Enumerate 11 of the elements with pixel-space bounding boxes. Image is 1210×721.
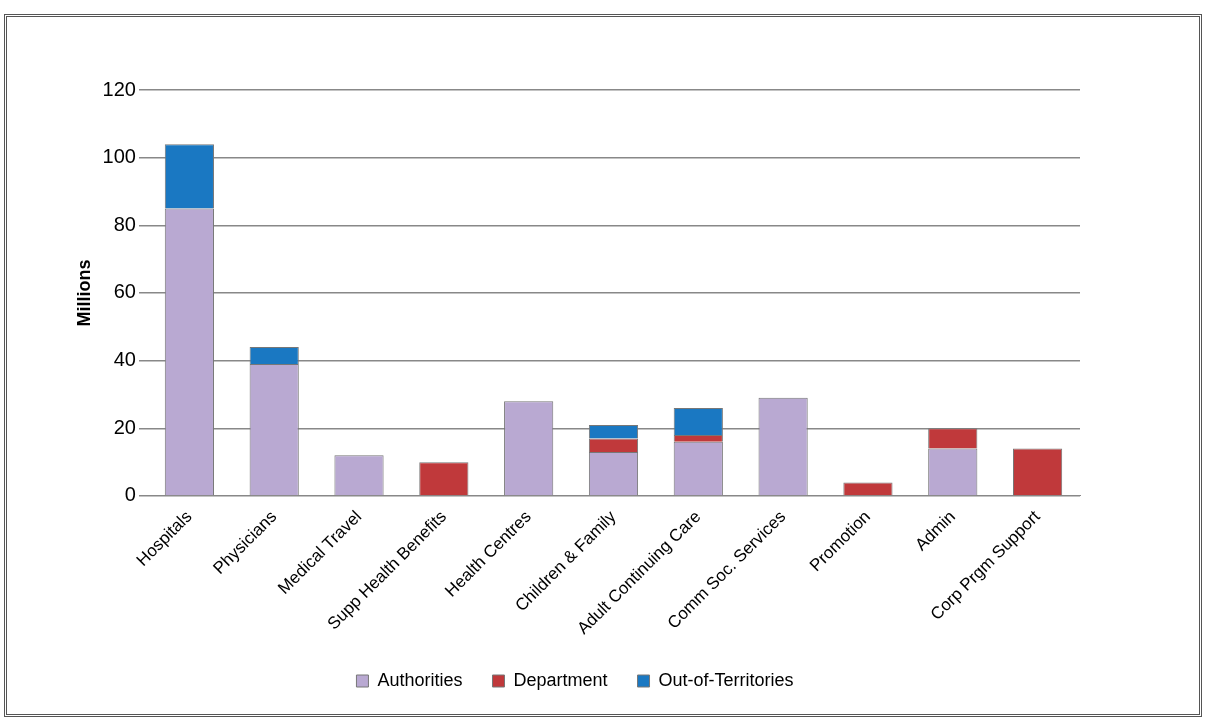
y-tick-label: 60 [113,280,136,303]
y-tick-label: 100 [102,145,136,168]
legend-label: Authorities [377,669,463,690]
y-axis-title: Millions [73,259,94,327]
legend-label: Department [513,669,608,690]
y-tick-label: 40 [113,348,136,371]
y-tick-label: 0 [124,483,136,506]
y-tick-label: 80 [113,212,136,235]
y-tick-label: 120 [102,77,136,100]
y-tick-label: 20 [113,415,136,438]
legend-label: Out-of-Territories [658,669,794,690]
